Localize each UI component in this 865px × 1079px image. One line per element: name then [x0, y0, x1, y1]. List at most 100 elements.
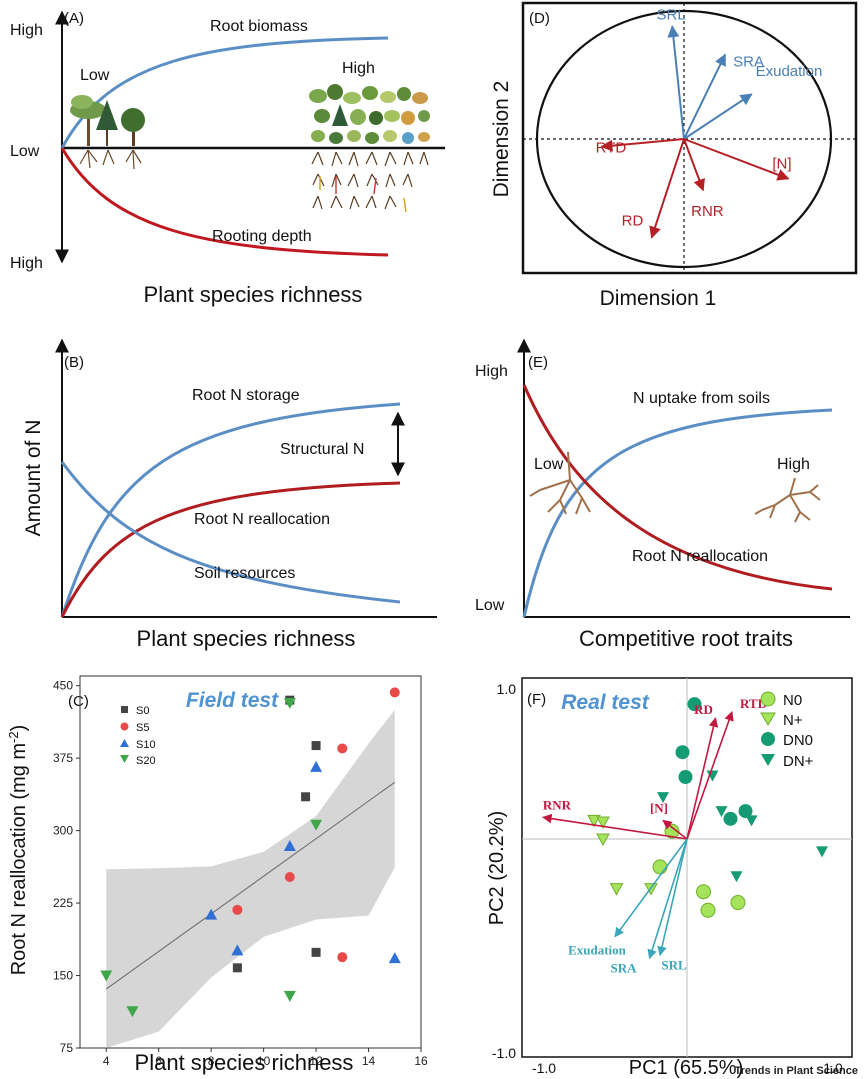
legend-s5-label: S5: [136, 722, 149, 734]
root-n-reallocation-curve-e: [522, 384, 833, 591]
panel-c-ticks: 450 375 300 225 150 75 4 6 8 10 12 14 16: [53, 679, 428, 1068]
panel-c-band-group: [105, 709, 396, 1048]
point-n0-4: [730, 895, 746, 911]
point-n-0: [587, 814, 601, 828]
panel-f-y-tick-top: 1.0: [497, 681, 517, 697]
panel-c-y-label-end: ): [8, 725, 30, 732]
n-uptake-label: N uptake from soils: [633, 390, 770, 407]
x-tick-label-4: 4: [103, 1054, 110, 1068]
y-tick-label-450: 450: [53, 679, 73, 693]
point-dn-3: [745, 815, 758, 827]
soil-resources-label: Soil resources: [194, 565, 295, 582]
point-n0-3: [700, 902, 716, 918]
pc-vector-rd-label: RD: [694, 702, 713, 717]
panel-a-y-high-bottom: High: [10, 255, 43, 272]
panel-e-label: (E): [528, 354, 548, 371]
point-dn0-1: [675, 745, 690, 760]
pc-vector-sra-arrow: [647, 838, 688, 960]
legend-s20-label: S20: [136, 755, 156, 767]
point-s20-2: [283, 698, 296, 710]
point-n-1: [596, 816, 610, 829]
legend-nplus-marker: [760, 712, 776, 726]
point-dn0-0: [687, 697, 702, 712]
legend-dnplus-label: DN+: [783, 753, 814, 770]
panel-d-label: (D): [529, 10, 550, 27]
point-n-3: [609, 883, 624, 896]
panel-e: (E) High Low N uptake from soils Root N …: [475, 338, 850, 651]
point-s0-2: [301, 792, 311, 802]
panel-b-y-label: Amount of N: [22, 420, 45, 537]
high-traits-label: High: [777, 456, 810, 473]
low-traits-root-illustration: [529, 451, 591, 515]
x-tick-label-16: 16: [414, 1054, 428, 1068]
point-s5-3: [337, 952, 348, 963]
pc-vector-rnr-label: RNR: [543, 797, 572, 812]
root-n-storage-label: Root N storage: [192, 387, 300, 404]
rooting-depth-curve: [60, 147, 389, 257]
point-s5-2: [337, 743, 348, 754]
root-n-reallocation-curve: [60, 481, 401, 618]
high-richness-trees-illustration: [309, 84, 430, 213]
panel-f-legend: N0 N+ DN0 DN+: [760, 691, 814, 770]
panel-c-title: Field test: [186, 689, 279, 712]
point-dn-0: [657, 792, 669, 804]
point-s10-2: [283, 840, 296, 852]
low-traits-label: Low: [534, 456, 564, 473]
vector-rnr-label: RNR: [691, 203, 724, 220]
vector-n-label: [N]: [772, 156, 791, 173]
vector-srl-arrow: [667, 25, 685, 140]
legend-s10-label: S10: [136, 739, 156, 751]
panel-c: (C) Field test 450 375 300 225 150 75 4 6 8 10 12 1…: [6, 675, 428, 1075]
root-biomass-label: Root biomass: [210, 18, 308, 35]
rooting-depth-label: Rooting depth: [212, 228, 312, 245]
legend-n0-marker: [760, 691, 776, 707]
x-tick-label-6: 6: [155, 1054, 162, 1068]
panel-f-x-tick-left: -1.0: [532, 1060, 556, 1076]
pc-vector-rnr-arrow: [542, 813, 688, 840]
low-richness-label: Low: [80, 67, 110, 84]
y-tick-label-300: 300: [53, 824, 73, 838]
point-s20-0: [100, 970, 113, 982]
legend-s0-marker: [121, 706, 128, 713]
n-uptake-curve: [522, 408, 833, 618]
y-tick-label-375: 375: [53, 751, 73, 765]
vector-sra-label: SRA: [733, 54, 764, 71]
point-s0-0: [232, 963, 242, 973]
pc-vector-exudation-arrow: [614, 838, 688, 938]
y-tick-label-75: 75: [60, 1041, 74, 1055]
panel-c-legend: S0 S5 S10 S20: [120, 705, 156, 767]
x-tick-label-12: 12: [309, 1054, 323, 1068]
vector-rnr-arrow: [683, 138, 705, 192]
point-s10-4: [388, 952, 401, 964]
low-richness-trees-illustration: [70, 95, 145, 170]
point-s10-0: [205, 908, 218, 920]
vector-n-arrow: [683, 138, 790, 181]
point-s5-4: [389, 687, 400, 698]
point-s10-3: [310, 760, 323, 772]
point-dn0-4: [738, 804, 753, 819]
panel-c-points: [100, 687, 401, 1018]
panel-c-y-label-sup: -2: [6, 731, 21, 743]
point-n0-1: [652, 859, 668, 875]
panel-f-title: Real test: [561, 691, 650, 714]
legend-s20-marker: [120, 755, 129, 763]
panel-b-x-label: Plant species richness: [137, 626, 356, 651]
point-n-2: [596, 833, 610, 847]
panel-b: (B) Root N storage Structural N Root N r…: [22, 338, 437, 651]
pc-vector-rtd-label: RTD: [740, 696, 767, 711]
panel-a-label: (A): [64, 10, 84, 27]
point-dn0-3: [723, 811, 738, 826]
vector-srl-label: SRL: [657, 6, 686, 23]
legend-n0-label: N0: [783, 692, 802, 709]
x-tick-label-8: 8: [208, 1054, 215, 1068]
legend-s0-label: S0: [136, 705, 149, 717]
panel-f-vectors: RD RTD RNR [N] Exudation SRA SRL: [542, 696, 767, 975]
panel-c-y-label: Root N reallocation (mg m-2): [6, 725, 30, 976]
root-n-reallocation-label: Root N reallocation: [194, 511, 330, 528]
panel-d-y-label: Dimension 2: [490, 81, 513, 198]
panel-f-y-label: PC2 (20.2%): [486, 811, 508, 926]
panel-a-y-high-top: High: [10, 22, 43, 39]
